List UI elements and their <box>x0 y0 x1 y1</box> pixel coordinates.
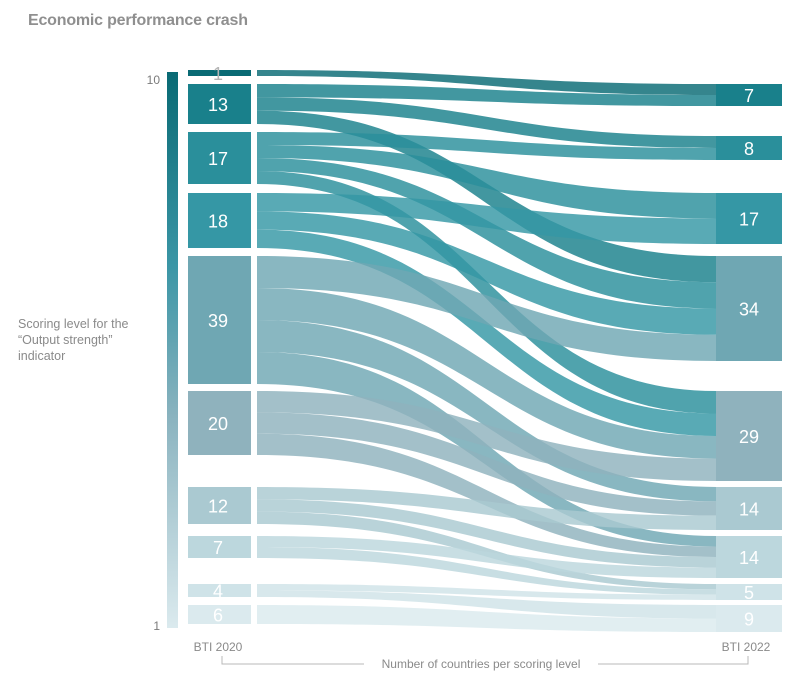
nodes-group: 1 13 17 18 39 20 12 7 4 6 7 8 17 34 29 14 14 5 9 <box>188 64 782 632</box>
right-node-label: 9 <box>744 610 754 630</box>
right-node-label: 29 <box>739 427 759 447</box>
right-node-bar <box>716 256 782 361</box>
flow-ribbon <box>257 171 716 414</box>
right-node-label: 14 <box>739 548 759 568</box>
left-axis-label: BTI 2020 <box>194 640 243 654</box>
left-node-bar <box>188 487 251 524</box>
x-axis-label: Number of countries per scoring level <box>382 657 581 671</box>
flow-ribbon <box>257 84 716 106</box>
right-node-label: 8 <box>744 139 754 159</box>
right-node-label: 5 <box>744 583 754 603</box>
flow-ribbon <box>257 605 716 632</box>
flows-group <box>257 70 716 632</box>
left-node-label: 6 <box>213 606 223 626</box>
left-node-label: 13 <box>208 95 228 115</box>
flow-ribbon <box>257 70 716 95</box>
flow-ribbon <box>257 288 716 459</box>
right-node-bar <box>716 487 782 530</box>
bracket <box>221 656 749 665</box>
left-node-label: 17 <box>208 149 228 169</box>
left-node-label: 4 <box>213 582 223 602</box>
flow-ribbon <box>257 584 716 600</box>
flow-ribbon <box>257 145 716 219</box>
right-node-label: 14 <box>739 500 759 520</box>
y-tick-top: 10 <box>147 73 161 87</box>
right-node-label: 34 <box>739 300 759 320</box>
right-node-bar <box>716 84 782 106</box>
right-node-bar <box>716 584 782 600</box>
flow-ribbon <box>257 536 716 578</box>
left-node-bar <box>188 605 251 624</box>
left-node-label: 7 <box>213 538 223 558</box>
flow-ribbon <box>257 433 716 557</box>
left-node-bar <box>188 391 251 455</box>
flow-ribbon <box>257 487 716 530</box>
flow-ribbon <box>257 110 716 283</box>
flow-ribbon <box>257 132 716 160</box>
left-node-bar <box>188 584 251 597</box>
right-axis-label: BTI 2022 <box>722 640 771 654</box>
right-node-bar <box>716 193 782 244</box>
left-node-label: 39 <box>208 311 228 331</box>
flow-ribbon <box>257 229 716 436</box>
flow-ribbon <box>257 590 716 619</box>
flow-ribbon <box>257 412 716 516</box>
left-node-bar <box>188 193 251 248</box>
right-node-bar <box>716 136 782 160</box>
scale-bar <box>167 72 178 628</box>
flow-ribbon <box>257 320 716 502</box>
y-axis-label: Scoring level for the “Output strength” … <box>18 317 129 363</box>
right-node-label: 7 <box>744 86 754 106</box>
flow-ribbon <box>257 547 716 595</box>
flow-ribbon <box>257 211 716 335</box>
y-tick-bottom: 1 <box>153 619 160 633</box>
left-node-bar <box>188 132 251 184</box>
flow-ribbon <box>257 158 716 309</box>
flow-ribbon <box>257 499 716 568</box>
flow-ribbon <box>257 391 716 481</box>
left-node-label: 1 <box>213 64 223 84</box>
flow-ribbon <box>257 193 716 244</box>
flow-ribbon <box>257 511 716 590</box>
flow-ribbon <box>257 97 716 148</box>
right-node-bar <box>716 391 782 481</box>
right-node-bar <box>716 605 782 632</box>
chart-title: Economic performance crash <box>28 12 248 29</box>
left-node-label: 12 <box>208 497 228 517</box>
left-node-label: 18 <box>208 212 228 232</box>
right-node-label: 17 <box>739 210 759 230</box>
left-node-bar <box>188 84 251 124</box>
left-node-bar <box>188 536 251 558</box>
left-node-label: 20 <box>208 414 228 434</box>
flow-ribbon <box>257 256 716 361</box>
left-node-bar <box>188 256 251 384</box>
left-node-bar <box>188 70 251 76</box>
right-node-bar <box>716 536 782 578</box>
